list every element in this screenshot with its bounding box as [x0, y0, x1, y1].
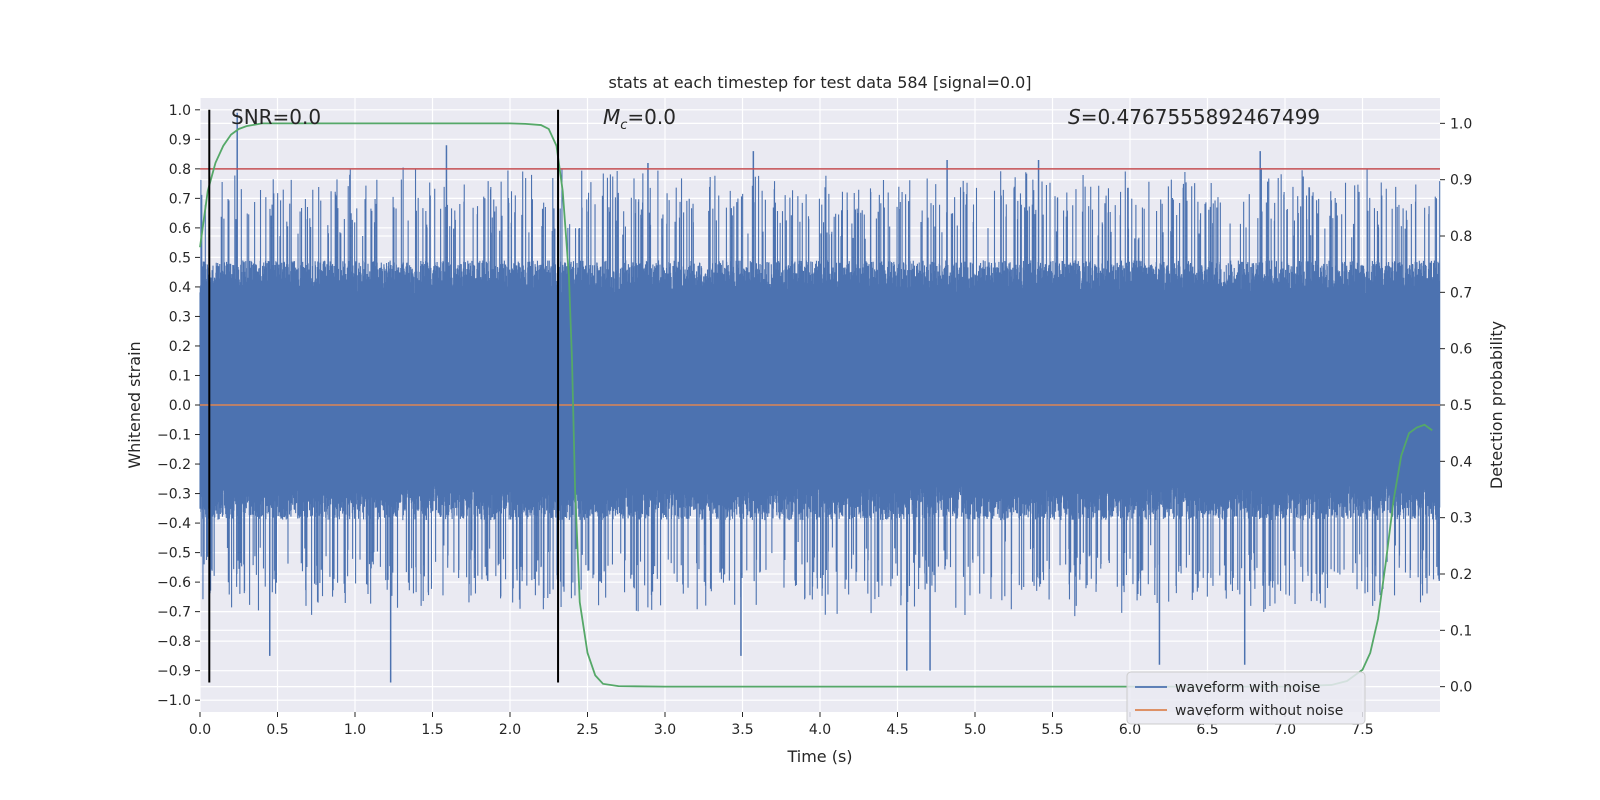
y-tick-label-19: −0.9: [157, 664, 191, 680]
x-tick-label-6: 3.0: [654, 722, 676, 738]
yr-tick-label-0: 1.0: [1450, 116, 1472, 132]
x-tick-label-1: 0.5: [266, 722, 288, 738]
x-tick-label-8: 4.0: [809, 722, 831, 738]
y-tick-label-12: −0.2: [157, 457, 191, 473]
yr-tick-label-6: 0.4: [1450, 454, 1472, 470]
y-tick-label-15: −0.5: [157, 546, 191, 562]
y-tick-label-17: −0.7: [157, 605, 191, 621]
y-tick-label-1: 0.9: [169, 132, 191, 148]
legend: waveform with noise waveform without noi…: [1126, 671, 1366, 725]
lines: [199, 109, 1440, 688]
y-tick-label-4: 0.6: [169, 221, 191, 237]
legend-label-waveform-with-noise: waveform with noise: [1175, 680, 1320, 696]
x-tick-label-15: 7.5: [1351, 722, 1373, 738]
x-tick-label-4: 2.0: [499, 722, 521, 738]
x-tick-label-10: 5.0: [964, 722, 986, 738]
y-axis-right: 1.0 0.9 0.8 0.7 0.6 0.5 0.4 0.3 0.2 0.1 0.0: [1440, 116, 1472, 696]
annotation-s: S=0.4767555892467499: [1068, 105, 1320, 129]
yr-tick-label-5: 0.5: [1450, 398, 1472, 414]
x-tick-label-9: 4.5: [886, 722, 908, 738]
series-detection-probability: [199, 122, 1433, 688]
yr-tick-label-9: 0.1: [1450, 623, 1472, 639]
y-tick-label-7: 0.3: [169, 309, 191, 325]
y-tick-label-10: 0.0: [169, 398, 191, 414]
annotation-chirp-mass: Mc=0.0: [603, 105, 676, 133]
y-tick-label-11: −0.1: [157, 428, 191, 444]
y-axis-left: 1.0 0.9 0.8 0.7 0.6 0.5 0.4 0.3 0.2 0.1 0.0 −0.1 −0.…: [157, 103, 200, 709]
x-tick-label-14: 7.0: [1274, 722, 1296, 738]
x-tick-label-0: 0.0: [189, 722, 211, 738]
y-tick-label-2: 0.8: [169, 162, 191, 178]
yr-tick-label-10: 0.0: [1450, 680, 1472, 696]
y-tick-label-14: −0.4: [157, 516, 191, 532]
x-axis: 0.0 0.5 1.0 1.5 2.0 2.5 3.0 3.5 4.0 4.5 5.0 5.5 6.0 6…: [189, 712, 1374, 738]
x-tick-label-11: 5.5: [1041, 722, 1063, 738]
yr-tick-label-8: 0.2: [1450, 567, 1472, 583]
yr-tick-label-1: 0.9: [1450, 173, 1472, 189]
annotation-snr: SNR=0.0: [231, 105, 321, 129]
noise-waveform-path: [199, 167, 1441, 617]
y-axis-label: Whitened strain: [125, 341, 144, 468]
x-axis-label: Time (s): [786, 747, 852, 766]
y-tick-label-5: 0.5: [169, 250, 191, 266]
x-tick-label-5: 2.5: [576, 722, 598, 738]
x-tick-label-3: 1.5: [421, 722, 443, 738]
x-tick-label-7: 3.5: [731, 722, 753, 738]
y-tick-label-20: −1.0: [157, 693, 191, 709]
annotation-s-value: =0.4767555892467499: [1081, 105, 1320, 129]
x-tick-label-2: 1.0: [344, 722, 366, 738]
annotation-mc-subscript: c: [620, 118, 627, 133]
annotation-s-symbol: S: [1068, 105, 1081, 129]
y-tick-label-0: 1.0: [169, 103, 191, 119]
yr-tick-label-7: 0.3: [1450, 511, 1472, 527]
annotation-mc-value: =0.0: [627, 105, 676, 129]
chart-title: stats at each timestep for test data 584…: [608, 73, 1031, 92]
y-tick-label-6: 0.4: [169, 280, 191, 296]
yr-tick-label-4: 0.6: [1450, 342, 1472, 358]
y-tick-label-18: −0.8: [157, 634, 191, 650]
x-tick-label-13: 6.5: [1196, 722, 1218, 738]
y-tick-label-13: −0.3: [157, 487, 191, 503]
yr-tick-label-2: 0.8: [1450, 229, 1472, 245]
legend-label-waveform-without-noise: waveform without noise: [1175, 703, 1343, 719]
y-tick-label-8: 0.2: [169, 339, 191, 355]
annotation-mc-symbol: M: [603, 105, 620, 129]
yr-tick-label-3: 0.7: [1450, 285, 1472, 301]
y-axis-right-label: Detection probability: [1487, 321, 1506, 489]
y-tick-label-16: −0.6: [157, 575, 191, 591]
x-tick-label-12: 6.0: [1119, 722, 1141, 738]
y-tick-label-9: 0.1: [169, 368, 191, 384]
y-tick-label-3: 0.7: [169, 191, 191, 207]
legend-box: [1126, 671, 1366, 725]
